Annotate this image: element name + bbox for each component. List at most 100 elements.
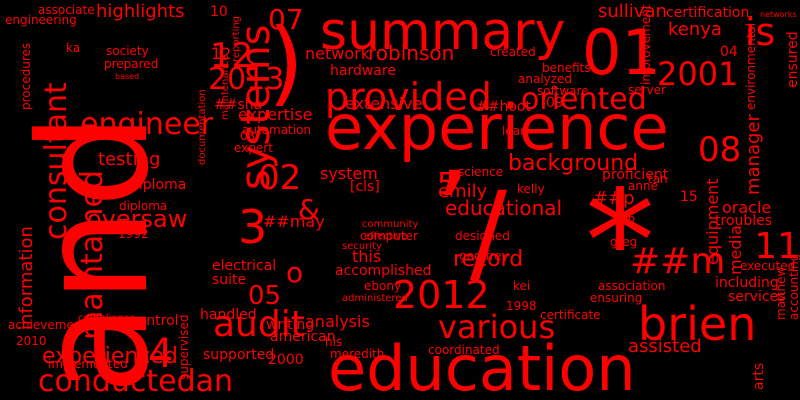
word: associate <box>38 2 95 17</box>
word: system <box>320 164 378 184</box>
word: 11 <box>754 226 800 268</box>
word: record <box>453 247 524 273</box>
word: ##m <box>630 241 726 283</box>
word: ) <box>268 8 304 116</box>
word: proficient <box>602 167 669 184</box>
word: achievements <box>8 317 93 332</box>
word: association <box>598 278 666 293</box>
word: accounting <box>787 253 800 320</box>
word: troubles <box>715 213 773 230</box>
word: conductedan <box>38 363 234 399</box>
word: various <box>438 307 556 346</box>
word: 03 <box>240 128 256 143</box>
word: analysis <box>305 312 370 332</box>
word: experience <box>325 91 669 165</box>
word: designed <box>455 228 510 243</box>
word: oversaw <box>87 204 188 233</box>
word: ensuring <box>590 290 643 305</box>
word: effective <box>364 230 408 242</box>
word: community <box>362 218 419 230</box>
word: 4 <box>148 331 174 377</box>
word: certification <box>666 5 750 22</box>
word: 07 <box>268 3 304 37</box>
word: lean <box>502 123 528 138</box>
word: including <box>715 275 779 292</box>
word: kei <box>513 278 531 293</box>
word: 15 <box>680 189 698 206</box>
word: 2000 <box>268 352 304 369</box>
word: 06 <box>620 210 636 225</box>
word: 05 <box>248 280 282 311</box>
word: services <box>728 289 786 306</box>
word: 04 <box>720 44 738 61</box>
word: administered <box>342 292 408 304</box>
word: supervised <box>177 314 191 380</box>
word: computer <box>360 228 418 243</box>
word: / <box>470 167 508 296</box>
word: ##may <box>263 212 325 232</box>
word: society <box>106 43 149 58</box>
word: supported <box>203 347 275 364</box>
word: ##hoot <box>476 99 531 116</box>
word: arts <box>751 362 767 390</box>
word: accomplished <box>335 263 432 280</box>
word: compliance <box>78 312 136 324</box>
word: implemented <box>48 356 128 371</box>
word: prepared <box>104 56 159 71</box>
word: sullivan <box>598 0 667 22</box>
word: information <box>16 226 37 330</box>
word: benefits <box>542 60 591 75</box>
word: matthew <box>774 266 788 320</box>
word: 2012 <box>393 272 490 317</box>
word: [cls] <box>350 179 380 196</box>
word: network <box>305 44 370 64</box>
word: networks <box>760 10 797 20</box>
word: kelly <box>517 181 545 196</box>
word: background <box>508 151 639 177</box>
word: anne <box>628 178 658 193</box>
word: environmental <box>744 22 758 110</box>
word: expert <box>234 140 273 155</box>
word: suite <box>212 272 247 289</box>
word: * <box>585 161 655 324</box>
word: 08 <box>698 130 742 171</box>
word: ka <box>66 40 81 55</box>
word: hardware <box>330 63 396 80</box>
word: kenya <box>668 18 722 40</box>
word: geoffrey <box>459 248 509 263</box>
word: 12 <box>211 44 232 64</box>
word: certificate <box>540 307 601 322</box>
word: 2001 <box>657 54 739 93</box>
word: engineering <box>5 12 77 27</box>
word: based <box>115 72 140 82</box>
word: greg <box>610 234 638 249</box>
word: 01 <box>582 16 661 90</box>
word: provided <box>325 74 492 119</box>
word: expertise <box>238 105 313 125</box>
word: software <box>537 83 589 98</box>
word: engineer <box>80 106 214 142</box>
word: 10 <box>210 4 228 21</box>
word: 02 <box>258 158 302 199</box>
word: education <box>328 332 636 400</box>
word: handled <box>200 307 257 324</box>
word: assisted <box>628 335 702 357</box>
word: extensive <box>345 94 423 114</box>
word: is <box>745 9 776 54</box>
word: 2010 <box>16 333 47 348</box>
word: robinson <box>368 41 455 65</box>
word: security <box>342 240 382 252</box>
word: tan <box>648 171 668 186</box>
word: ebony <box>364 278 402 293</box>
word: testing <box>98 148 161 170</box>
word: writing <box>266 317 315 334</box>
word: reporting <box>231 15 242 62</box>
word: 1992 <box>118 226 149 241</box>
word: educational <box>445 196 563 220</box>
word: ensured <box>785 31 800 88</box>
word: oracle <box>722 198 772 218</box>
word: documentation <box>197 89 208 165</box>
word: analyzed <box>518 71 573 86</box>
word: science <box>458 164 504 179</box>
